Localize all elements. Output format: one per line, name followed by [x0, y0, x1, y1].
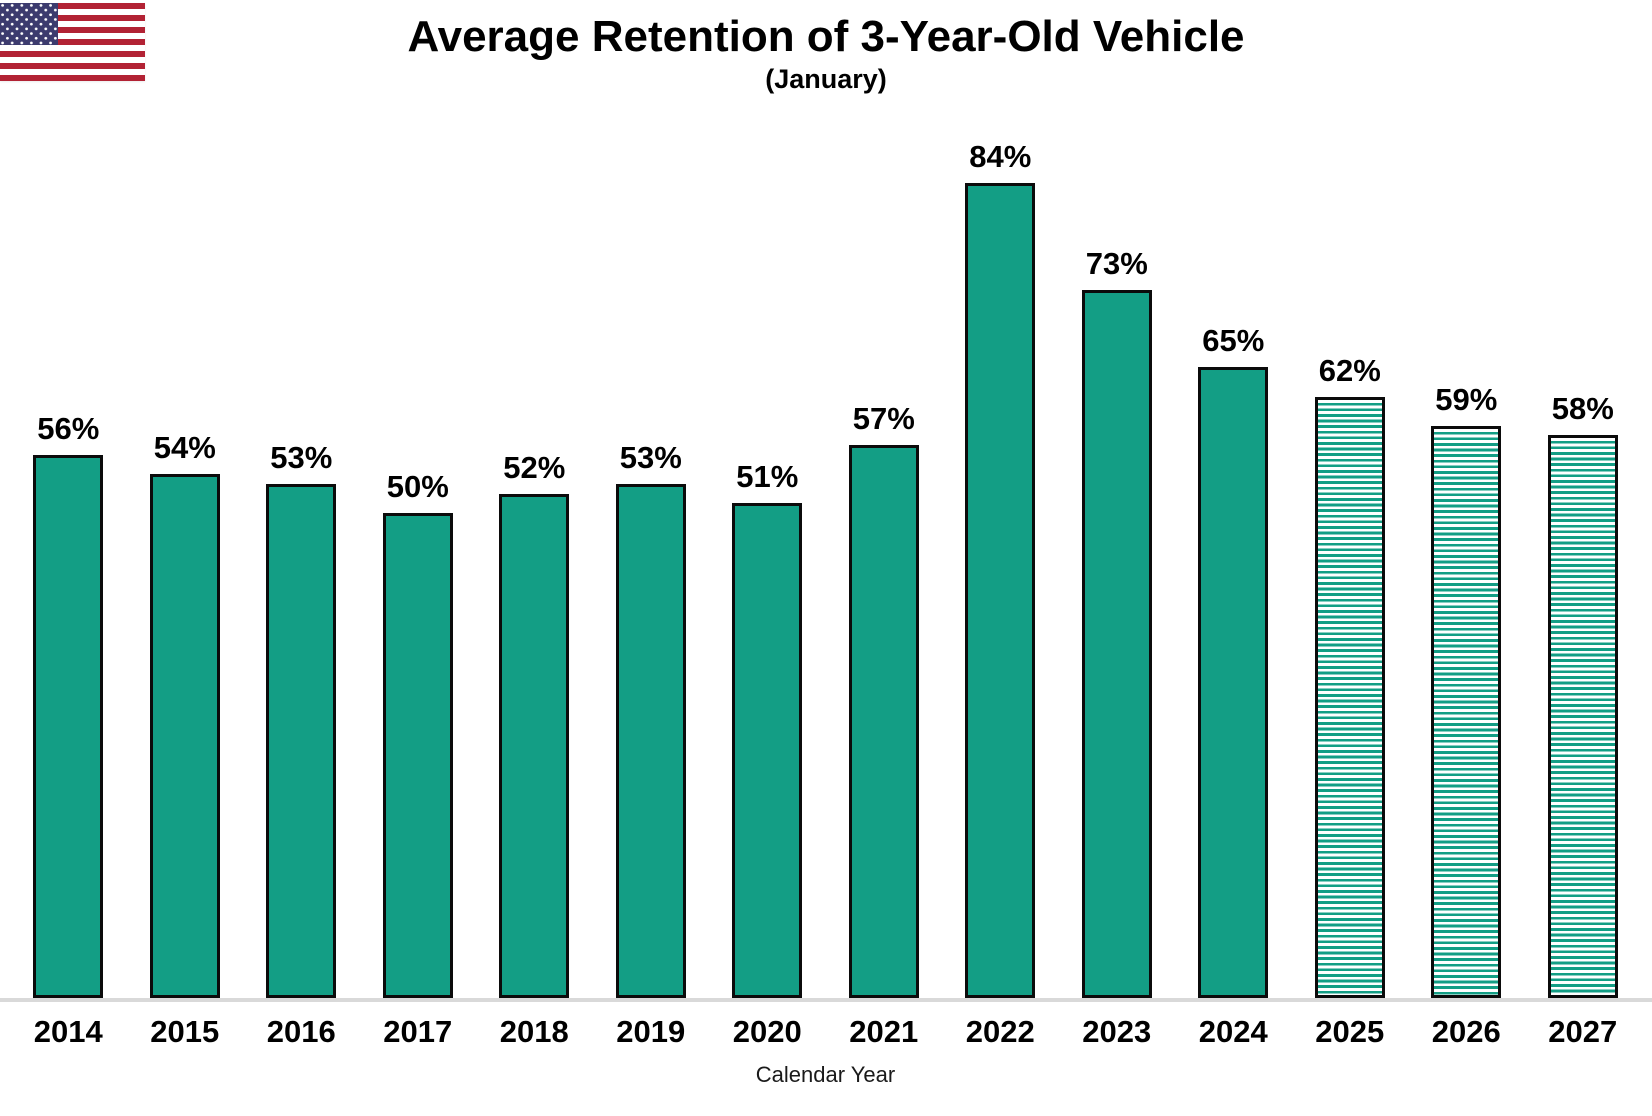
bar-2020	[732, 503, 803, 998]
bar-group-2020: 51%	[709, 460, 826, 998]
x-tick-label-2026: 2026	[1431, 1014, 1501, 1049]
x-tick-label-2021: 2021	[849, 1014, 919, 1049]
bar-value-label: 57%	[852, 401, 915, 436]
x-axis-title: Calendar Year	[755, 1062, 896, 1087]
bar-2021	[848, 445, 919, 998]
bar-group-2024: 65%	[1175, 324, 1292, 998]
forecast-bar-2027	[1547, 435, 1618, 998]
bar-value-label: 51%	[736, 459, 799, 494]
x-tick-label-2015: 2015	[150, 1014, 220, 1049]
x-tick-label-2025: 2025	[1315, 1014, 1385, 1049]
x-tick-label-2022: 2022	[965, 1014, 1035, 1049]
chart-subtitle: (January)	[765, 64, 887, 94]
bar-group-2025: 62%	[1292, 354, 1409, 998]
bar-value-label: 53%	[619, 440, 682, 475]
bar-value-label: 62%	[1318, 353, 1381, 388]
bar-value-label: 52%	[503, 450, 566, 485]
x-tick-label-2023: 2023	[1082, 1014, 1152, 1049]
bar-group-2023: 73%	[1059, 247, 1176, 998]
chart-title: Average Retention of 3-Year-Old Vehicle	[407, 12, 1245, 61]
bar-2022	[965, 183, 1036, 998]
bar-group-2019: 53%	[593, 441, 710, 998]
x-tick-label-2017: 2017	[383, 1014, 453, 1049]
x-tick-label-2020: 2020	[732, 1014, 802, 1049]
bar-group-2016: 53%	[243, 441, 360, 998]
bar-2024	[1198, 367, 1269, 998]
x-axis-tick-labels: 2014 2015 2016 2017 2018 2019 2020 2021 2022 2023…	[10, 1014, 1641, 1050]
bar-2015	[149, 474, 220, 998]
bar-value-label: 53%	[270, 440, 333, 475]
bar-2017	[382, 513, 453, 998]
bar-group-2026: 59%	[1408, 383, 1525, 998]
bar-group-2027: 58%	[1525, 392, 1642, 998]
x-tick-label-2024: 2024	[1198, 1014, 1268, 1049]
us-flag-canton	[0, 3, 58, 45]
plot-area: 56% 54% 53% 50% 52% 53% 51% 57% 84% 73% 65% 62% 59% 5…	[10, 0, 1641, 998]
bar-group-2014: 56%	[10, 412, 127, 998]
bar-2014	[33, 455, 104, 998]
us-flag-icon	[0, 3, 145, 81]
forecast-bar-2026	[1431, 426, 1502, 998]
bar-group-2015: 54%	[127, 431, 244, 998]
bar-value-label: 54%	[153, 430, 216, 465]
bar-2016	[266, 484, 337, 998]
bar-value-label: 59%	[1435, 382, 1498, 417]
x-tick-label-2018: 2018	[499, 1014, 569, 1049]
x-tick-label-2027: 2027	[1548, 1014, 1618, 1049]
bar-value-label: 65%	[1202, 323, 1265, 358]
x-tick-label-2014: 2014	[33, 1014, 103, 1049]
bar-group-2022: 84%	[942, 140, 1059, 998]
x-axis-line	[0, 998, 1652, 1002]
bar-value-label: 73%	[1085, 246, 1148, 281]
bar-2018	[499, 494, 570, 998]
bar-value-label: 58%	[1551, 391, 1614, 426]
bar-value-label: 50%	[386, 469, 449, 504]
bar-value-label: 84%	[969, 139, 1032, 174]
bar-2023	[1081, 290, 1152, 998]
forecast-bar-2025	[1314, 397, 1385, 998]
x-tick-label-2016: 2016	[266, 1014, 336, 1049]
bar-group-2021: 57%	[826, 402, 943, 998]
bar-group-2017: 50%	[360, 470, 477, 998]
bar-group-2018: 52%	[476, 451, 593, 998]
bar-value-label: 56%	[37, 411, 100, 446]
x-tick-label-2019: 2019	[616, 1014, 686, 1049]
bar-2019	[615, 484, 686, 998]
